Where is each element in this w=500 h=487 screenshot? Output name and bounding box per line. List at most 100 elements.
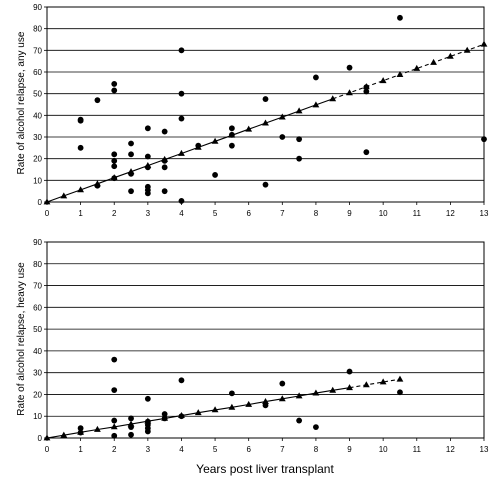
data-point: [313, 74, 319, 81]
triangle-point: [94, 425, 101, 432]
y-tick-label: 40: [33, 347, 42, 356]
data-point: [161, 128, 168, 135]
y-tick-label: 50: [33, 90, 42, 99]
y-tick-label: 70: [33, 282, 42, 291]
triangle-point: [312, 101, 320, 108]
triangle-point: [110, 174, 118, 181]
trend-line-dashed: [349, 378, 401, 389]
triangle-point: [463, 46, 471, 53]
y-tick-label: 90: [33, 238, 42, 247]
triangle-point: [480, 40, 488, 47]
data-point: [77, 117, 84, 124]
data-point: [144, 190, 151, 197]
y-axis-label-any-use: Rate of alcohol relapse, any use: [16, 31, 27, 174]
x-tick-label: 11: [413, 445, 422, 454]
data-point: [397, 389, 403, 396]
x-axis-label: Years post liver transplant: [196, 462, 334, 476]
data-point: [161, 411, 168, 417]
data-point: [111, 81, 118, 87]
x-tick-label: 12: [446, 209, 455, 218]
triangle-point: [228, 131, 236, 138]
triangle-point: [396, 375, 404, 382]
triangle-point: [262, 119, 269, 126]
triangle-point: [329, 95, 337, 102]
x-tick-label: 0: [45, 209, 50, 218]
x-tick-label: 9: [347, 445, 352, 454]
x-tick-label: 3: [146, 209, 151, 218]
x-tick-label: 13: [480, 209, 489, 218]
data-point: [262, 96, 269, 102]
data-point: [279, 134, 286, 140]
data-point: [111, 432, 118, 439]
triangle-point: [278, 395, 286, 402]
triangle-point: [94, 180, 101, 187]
triangle-point: [110, 423, 118, 430]
trend-line-solid: [46, 98, 333, 203]
data-point: [111, 157, 118, 164]
data-point: [296, 417, 303, 424]
data-point: [111, 356, 118, 363]
data-point: [363, 149, 370, 156]
data-point: [228, 125, 235, 132]
x-tick-label: 0: [45, 445, 50, 454]
y-axis-label-heavy-use: Rate of alcohol relapse, heavy use: [16, 262, 27, 416]
triangle-point: [228, 403, 236, 410]
triangle-point: [77, 428, 85, 435]
y-tick-label: 70: [33, 46, 42, 55]
triangle-point: [178, 411, 185, 418]
y-tick-label: 0: [38, 434, 43, 443]
data-point: [161, 164, 168, 171]
data-point: [144, 153, 151, 160]
data-point: [144, 428, 151, 435]
triangle-point: [178, 149, 185, 156]
triangle-point: [60, 192, 68, 199]
y-tick-label: 90: [33, 3, 42, 12]
triangle-point: [295, 392, 303, 399]
triangle-point: [379, 378, 387, 385]
triangle-point: [211, 406, 219, 413]
x-tick-label: 10: [379, 445, 388, 454]
data-point: [111, 387, 118, 393]
data-point: [296, 155, 303, 162]
data-point: [262, 181, 269, 188]
data-point: [94, 97, 101, 104]
triangle-point: [161, 414, 169, 421]
y-tick-label: 60: [33, 68, 42, 77]
triangle-point: [295, 107, 303, 114]
y-tick-label: 20: [33, 390, 42, 399]
data-point: [161, 188, 168, 195]
triangle-point: [161, 155, 169, 162]
data-point: [144, 395, 151, 402]
x-tick-label: 9: [347, 209, 352, 218]
data-point: [228, 142, 235, 149]
y-tick-label: 80: [33, 260, 42, 269]
x-tick-label: 8: [314, 209, 319, 218]
triangle-point: [413, 64, 421, 71]
x-tick-label: 2: [112, 445, 117, 454]
triangle-point: [362, 381, 370, 388]
plot-frame: [46, 6, 485, 203]
data-point: [144, 125, 151, 132]
data-point: [397, 14, 403, 21]
y-tick-label: 10: [33, 412, 42, 421]
data-point: [178, 377, 185, 384]
y-tick-label: 30: [33, 369, 42, 378]
triangle-point: [194, 143, 202, 150]
triangle-point: [60, 431, 68, 438]
triangle-point: [312, 389, 320, 396]
triangle-point: [329, 386, 337, 393]
triangle-point: [396, 71, 404, 77]
data-point: [212, 172, 218, 178]
data-point: [77, 144, 84, 151]
triangle-point: [278, 113, 286, 120]
x-tick-label: 8: [314, 445, 319, 454]
x-tick-label: 6: [246, 445, 251, 454]
data-point: [128, 431, 134, 438]
x-tick-label: 7: [280, 209, 285, 218]
y-tick-label: 80: [33, 25, 42, 34]
data-point: [111, 151, 118, 158]
x-tick-label: 2: [112, 209, 117, 218]
triangle-point: [262, 398, 269, 405]
